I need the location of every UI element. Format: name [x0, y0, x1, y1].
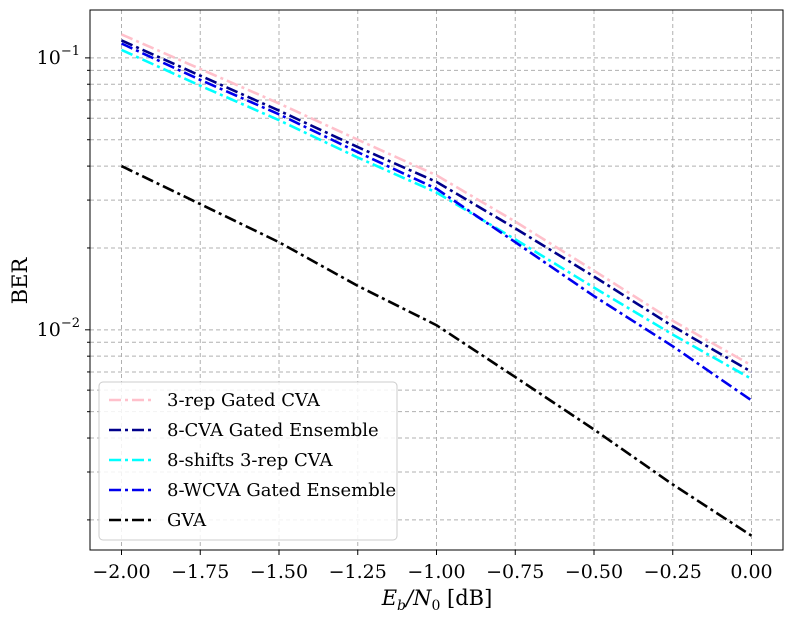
x-tick-label: −1.25: [329, 561, 387, 583]
x-tick-label: −0.75: [486, 561, 544, 583]
series-line-4: [120, 42, 753, 402]
x-axis-label: Eb/N0 [dB]: [381, 586, 493, 614]
x-tick-label: 0.00: [730, 561, 772, 583]
x-axis-ticks: −2.00 −1.75 −1.50 −1.25 −1.00 −0.75 −0.50 −0.25…: [92, 550, 773, 583]
legend-label: 8-WCVA Gated Ensemble: [167, 480, 396, 501]
legend-label: GVA: [167, 510, 207, 531]
series-line-3: [120, 48, 753, 381]
x-tick-label: −1.00: [407, 561, 465, 583]
x-tick-label: −0.25: [644, 561, 702, 583]
x-tick-label: −1.50: [250, 561, 308, 583]
series-lines: [120, 33, 753, 537]
series-line-2: [120, 39, 753, 374]
legend-label: 3-rep Gated CVA: [167, 390, 321, 411]
y-tick-label: 10−1: [37, 44, 80, 69]
y-axis-ticks: 10−1 10−2: [37, 44, 90, 521]
legend-box: [98, 381, 398, 541]
x-tick-label: −2.00: [92, 561, 150, 583]
y-axis-label: BER: [8, 257, 32, 305]
y-tick-label: 10−2: [37, 316, 80, 341]
legend-label: 8-CVA Gated Ensemble: [167, 420, 379, 441]
legend: 3-rep Gated CVA 8-CVA Gated Ensemble 8-shi…: [98, 381, 398, 541]
x-tick-label: −0.50: [565, 561, 623, 583]
x-tick-label: −1.75: [171, 561, 229, 583]
series-line-5: [120, 164, 753, 537]
legend-label: 8-shifts 3-rep CVA: [167, 450, 334, 471]
series-line-1: [120, 33, 753, 367]
